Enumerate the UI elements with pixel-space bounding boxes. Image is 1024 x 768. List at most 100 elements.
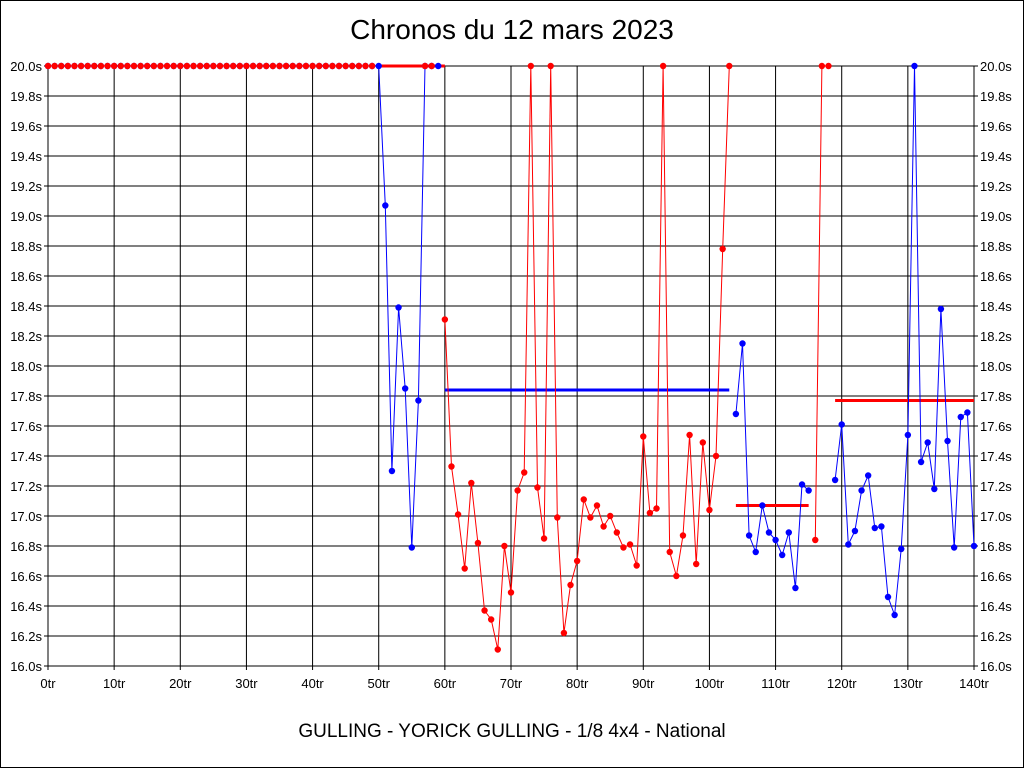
series-line bbox=[48, 65, 439, 548]
data-point bbox=[600, 523, 607, 530]
data-point bbox=[845, 541, 852, 548]
y-tick-label-left: 16.8s bbox=[10, 539, 42, 554]
y-tick-label-right: 16.2s bbox=[980, 629, 1012, 644]
y-tick-label-right: 17.2s bbox=[980, 479, 1012, 494]
data-point bbox=[693, 560, 700, 568]
data-point bbox=[342, 62, 349, 70]
data-point bbox=[964, 409, 971, 416]
data-point bbox=[719, 245, 726, 253]
x-tick-label: 100tr bbox=[695, 676, 725, 691]
data-point bbox=[124, 62, 131, 70]
data-point bbox=[448, 463, 455, 470]
reference-lines bbox=[378, 64, 974, 507]
data-point bbox=[170, 62, 177, 70]
y-tick-label-right: 18.2s bbox=[980, 329, 1012, 344]
data-point bbox=[362, 62, 369, 70]
data-point bbox=[792, 584, 799, 592]
data-point bbox=[580, 496, 587, 503]
x-tick-label: 40tr bbox=[301, 676, 324, 691]
y-tick-label-left: 19.2s bbox=[10, 179, 42, 194]
data-point bbox=[712, 452, 720, 460]
y-tick-label-left: 16.2s bbox=[10, 629, 42, 644]
data-point bbox=[745, 532, 753, 539]
data-point bbox=[183, 62, 191, 70]
data-point bbox=[349, 62, 356, 70]
data-point bbox=[726, 62, 733, 70]
data-point bbox=[871, 524, 878, 532]
y-tick-label-right: 19.4s bbox=[980, 149, 1012, 164]
data-point bbox=[296, 62, 303, 70]
data-point bbox=[752, 548, 759, 556]
data-point bbox=[157, 62, 164, 70]
data-point bbox=[223, 62, 230, 70]
y-tick-label-left: 17.2s bbox=[10, 479, 42, 494]
data-point bbox=[474, 539, 482, 547]
data-point bbox=[818, 62, 826, 70]
data-point bbox=[607, 512, 614, 520]
y-tick-label-right: 19.8s bbox=[980, 89, 1012, 104]
x-tick-label: 130tr bbox=[893, 676, 923, 691]
data-point bbox=[210, 62, 217, 70]
data-point bbox=[772, 536, 779, 544]
data-point bbox=[673, 572, 680, 580]
data-point bbox=[666, 548, 673, 556]
data-point bbox=[441, 316, 449, 323]
data-point bbox=[514, 487, 521, 494]
data-point bbox=[534, 484, 541, 491]
y-tick-label-right: 17.6s bbox=[980, 419, 1012, 434]
data-point bbox=[573, 557, 581, 565]
data-point bbox=[421, 62, 429, 70]
data-point bbox=[276, 62, 283, 70]
data-point bbox=[236, 62, 244, 70]
y-tick-label-left: 19.0s bbox=[10, 209, 42, 224]
y-tick-label-left: 19.4s bbox=[10, 149, 42, 164]
x-tick-label: 80tr bbox=[566, 676, 589, 691]
data-point bbox=[71, 62, 78, 70]
chart-title: Chronos du 12 mars 2023 bbox=[350, 14, 674, 45]
data-point bbox=[904, 431, 912, 439]
data-point bbox=[230, 62, 237, 70]
y-tick-label-left: 16.6s bbox=[10, 569, 42, 584]
y-tick-label-right: 16.0s bbox=[980, 659, 1012, 674]
data-point bbox=[263, 62, 270, 70]
x-tick-label: 110tr bbox=[761, 676, 790, 691]
data-point bbox=[395, 304, 402, 311]
data-point bbox=[765, 529, 773, 536]
y-tick-label-left: 17.0s bbox=[10, 509, 42, 524]
data-point bbox=[335, 62, 343, 70]
data-point bbox=[368, 62, 376, 70]
x-tick-label: 20tr bbox=[169, 676, 192, 691]
x-tick-label: 10tr bbox=[103, 676, 126, 691]
data-point bbox=[309, 62, 316, 70]
y-tick-label-right: 19.0s bbox=[980, 209, 1012, 224]
data-point bbox=[587, 514, 594, 521]
data-point bbox=[64, 62, 72, 70]
x-tick-label: 120tr bbox=[827, 676, 857, 691]
data-point bbox=[415, 397, 422, 404]
x-tick-label: 90tr bbox=[632, 676, 655, 691]
y-tick-label-left: 17.6s bbox=[10, 419, 42, 434]
series-line bbox=[834, 65, 975, 616]
x-tick-label: 60tr bbox=[434, 676, 457, 691]
data-point bbox=[554, 514, 561, 521]
y-tick-label-left: 18.2s bbox=[10, 329, 42, 344]
data-point bbox=[924, 439, 931, 446]
data-point bbox=[759, 502, 766, 509]
data-point bbox=[812, 536, 819, 544]
data-point bbox=[898, 545, 905, 553]
y-tick-label-left: 16.0s bbox=[10, 659, 42, 674]
x-tick-label: 0tr bbox=[40, 676, 56, 691]
data-point bbox=[196, 62, 204, 70]
data-point bbox=[706, 506, 713, 514]
data-point bbox=[739, 340, 746, 347]
y-tick-label-left: 18.6s bbox=[10, 269, 42, 284]
data-point bbox=[375, 62, 382, 70]
data-point bbox=[911, 62, 918, 70]
data-point bbox=[190, 62, 197, 70]
data-point bbox=[864, 472, 872, 479]
y-tick-label-right: 20.0s bbox=[980, 59, 1012, 74]
data-point bbox=[798, 481, 806, 488]
data-point bbox=[150, 62, 158, 70]
data-point bbox=[567, 581, 574, 589]
